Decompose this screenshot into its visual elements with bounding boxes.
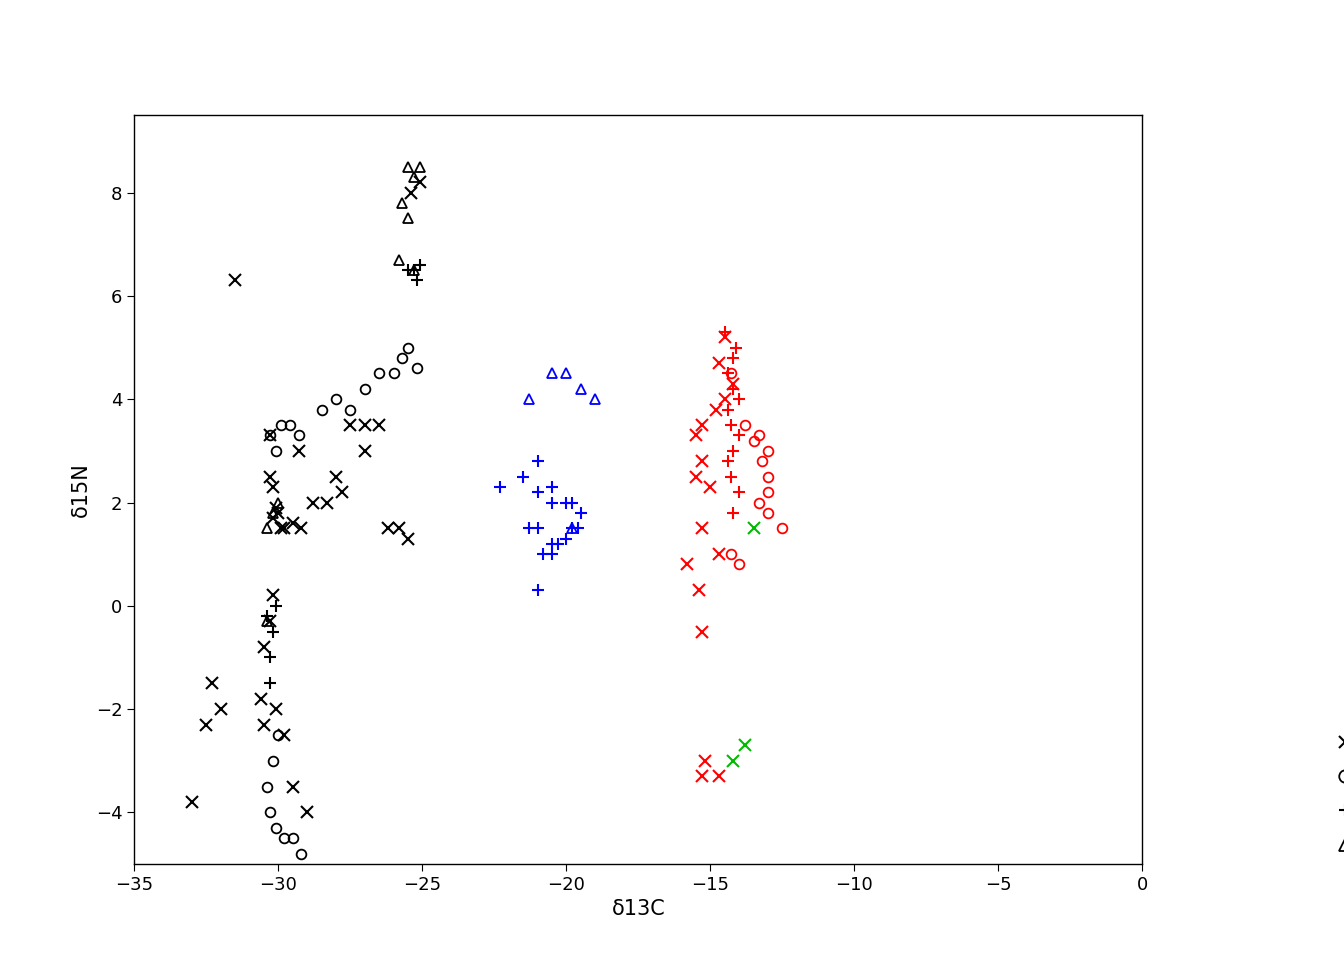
Y-axis label: δ15N: δ15N	[70, 462, 90, 517]
Legend: Plant, Aphid, Hoverfly, Diplazon: Plant, Aphid, Hoverfly, Diplazon	[1327, 699, 1344, 855]
X-axis label: δ13C: δ13C	[612, 900, 665, 920]
